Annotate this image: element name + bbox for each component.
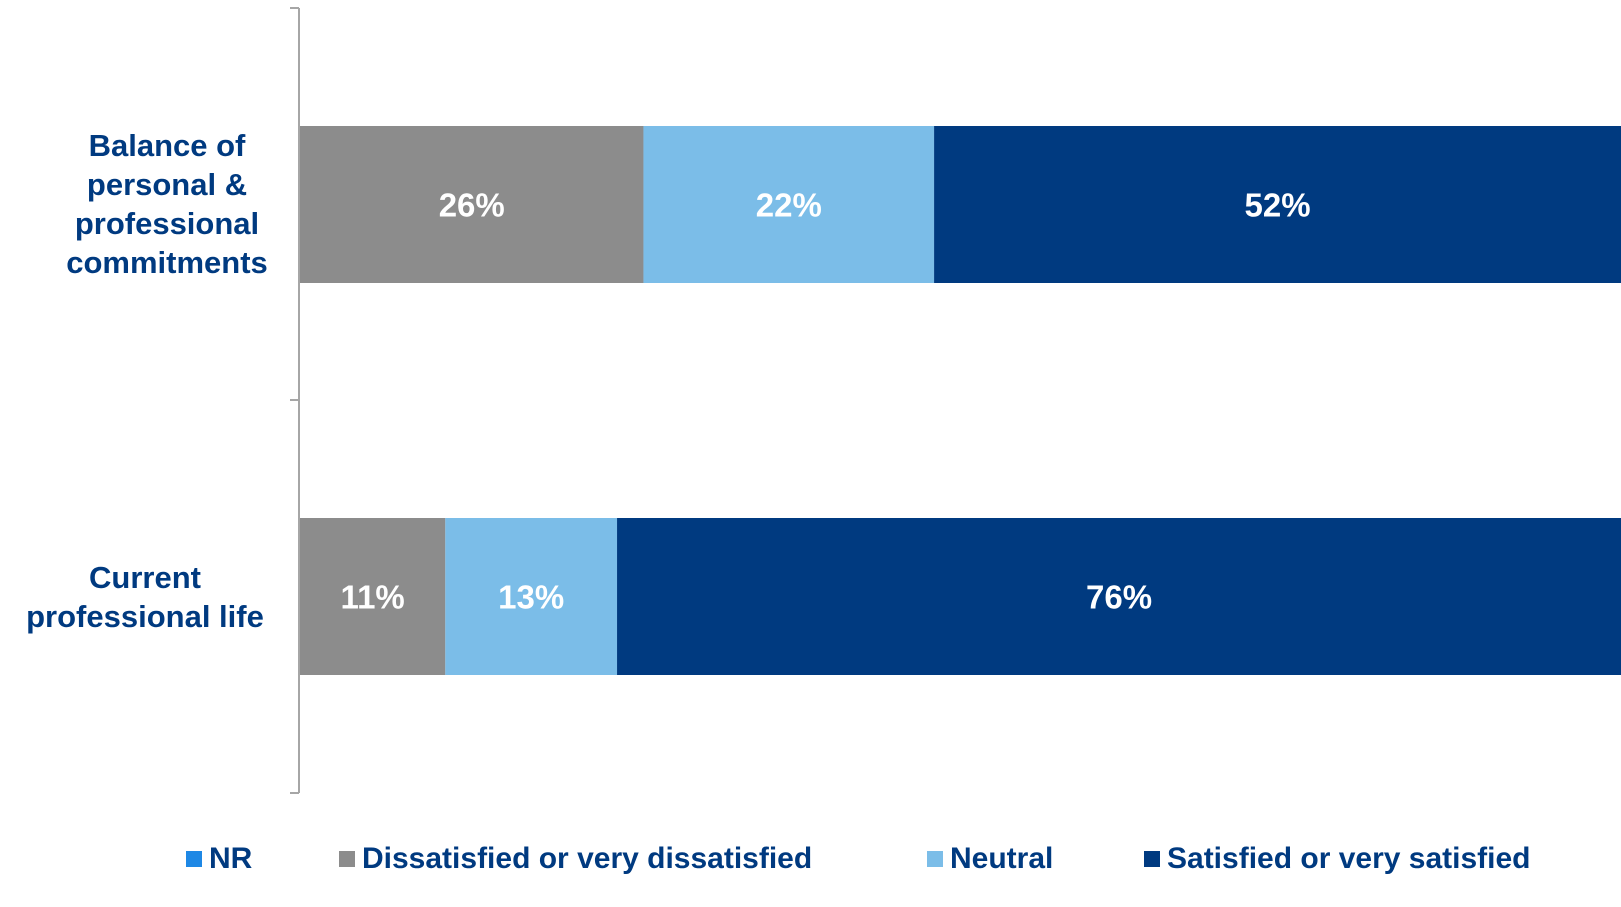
legend-swatch — [186, 851, 202, 867]
bar-segment — [643, 126, 935, 283]
category-axis — [290, 7, 300, 794]
legend-item-satisfied: Satisfied or very satisfied — [1144, 842, 1531, 876]
bar-segment — [934, 126, 1621, 283]
bar-data-label: 52% — [1245, 187, 1311, 224]
legend-label: Neutral — [950, 842, 1054, 875]
bar-segment — [617, 518, 1621, 675]
bar-data-label: 13% — [498, 579, 564, 616]
bar-data-label: 76% — [1086, 579, 1152, 616]
bar-segment — [300, 126, 644, 283]
legend-item-neutral: Neutral — [927, 842, 1053, 876]
legend-swatch — [927, 851, 943, 867]
bar-segment — [300, 518, 446, 675]
legend-label: Satisfied or very satisfied — [1167, 842, 1531, 875]
legend-label: NR — [209, 842, 253, 875]
legend-item-dissatisfied: Dissatisfied or very dissatisfied — [339, 842, 812, 876]
bar-data-label: 11% — [341, 579, 405, 616]
category-label: Current professional life — [26, 560, 264, 634]
bar-data-label: 22% — [756, 187, 822, 224]
category-label: Balance of personal & professional commi… — [66, 128, 268, 280]
bar-segment — [445, 518, 618, 675]
bar-data-label: 26% — [439, 187, 505, 224]
legend-swatch — [339, 851, 355, 867]
chart-legend: NR Dissatisfied or very dissatisfied Neu… — [0, 842, 1621, 882]
legend-label: Dissatisfied or very dissatisfied — [362, 842, 813, 875]
bar-group: 26% 22% 52% 11% 13% 76% — [300, 126, 1621, 675]
legend-swatch — [1144, 851, 1160, 867]
legend-item-nr: NR — [186, 842, 252, 876]
